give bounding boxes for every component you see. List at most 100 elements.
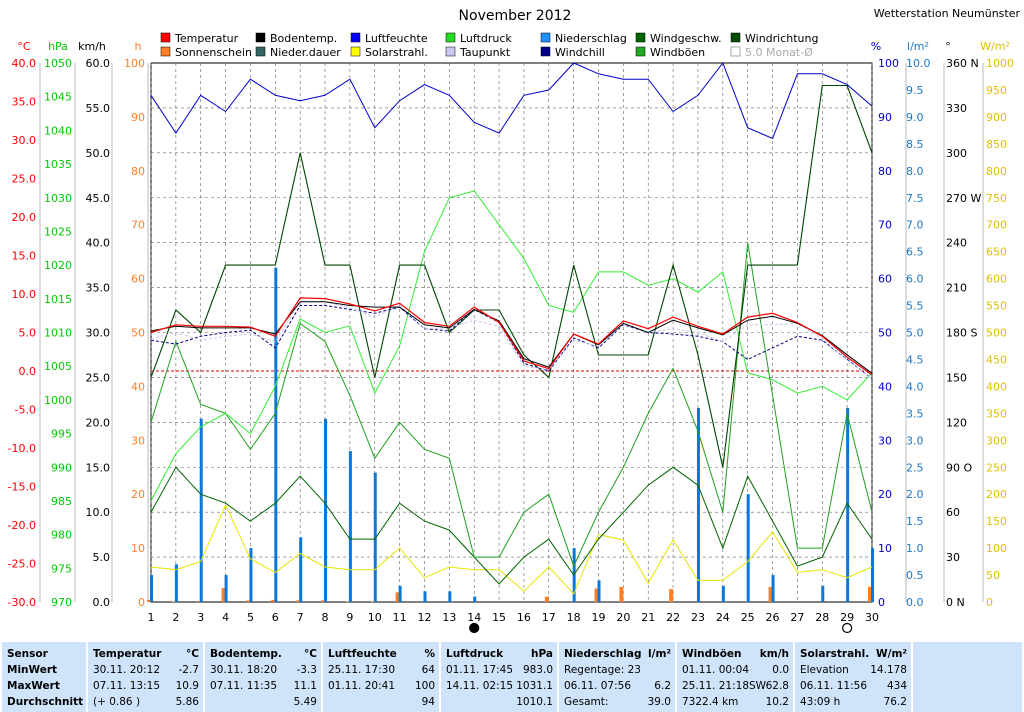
axis-tick-temp: 10.0 [12, 288, 37, 301]
axis-tick-dir: 150 [946, 371, 967, 384]
axis-tick-pressure: 1010 [44, 327, 72, 340]
sunshine-bar [669, 589, 674, 602]
axis-tick-wind: 40.0 [86, 237, 111, 250]
axis-tick-wind: 15.0 [86, 461, 111, 474]
x-tick-label: 26 [766, 611, 780, 624]
axis-tick-solar: 50 [986, 569, 1000, 582]
axis-tick-humidity: 70 [878, 219, 892, 232]
axis-unit-humidity: % [871, 40, 881, 53]
sunshine-bar [171, 601, 176, 602]
axis-tick-dir: 330 [946, 102, 967, 115]
axis-tick-solar: 350 [986, 407, 1007, 420]
stats-press-min-time: 01.11. 17:45 [446, 664, 513, 676]
stats-gust-max-value: 62.8 [765, 680, 789, 692]
precip-bar [348, 451, 352, 602]
axis-tick-precip: 7.0 [906, 219, 924, 232]
wind-direction-line [150, 84, 873, 468]
legend-label: Luftdruck [460, 32, 512, 45]
precip-bar [423, 591, 427, 602]
stats-solar-max-time: 06.11. 11:56 [800, 680, 867, 692]
stats-precip-total-label: Gesamt: [564, 696, 609, 708]
stats-gust-max-time: 25.11. 21:18SW [682, 680, 767, 692]
axis-tick-solar: 250 [986, 461, 1007, 474]
stats-niederschlag: Niederschlag l/m² Regentage: 23 06.11. 07… [559, 642, 675, 712]
stats-press-min-value: 983.0 [522, 664, 553, 676]
stats-press-max-value: 1031.1 [516, 680, 553, 692]
chart-title: November 2012 [459, 8, 572, 24]
x-tick-label: 2 [172, 611, 179, 624]
precip-bar [871, 548, 874, 602]
stats-soil-unit: °C [304, 648, 317, 660]
axis-tick-temp: -15.0 [8, 481, 36, 494]
sunshine-bar [345, 601, 350, 602]
x-tick-label: 10 [368, 611, 382, 624]
axis-tick-precip: 6.5 [906, 246, 924, 259]
axis-tick-dir: 270 W [946, 192, 981, 205]
stats-precip-total-value: 39.0 [647, 696, 671, 708]
stats-soil-min-value: -3.3 [296, 664, 318, 676]
axis-tick-temp: 15.0 [12, 250, 37, 263]
moon-full-icon [842, 622, 853, 634]
axis-tick-humidity: 40 [878, 380, 892, 393]
x-tick-label: 15 [492, 611, 506, 624]
axis-tick-temp: -25.0 [8, 558, 36, 571]
precip-bar [274, 267, 278, 602]
axis-tick-solar: 650 [986, 246, 1007, 259]
legend-swatch [350, 46, 361, 57]
x-tick-label: 5 [247, 611, 254, 624]
stats-hum-min-value: 64 [421, 664, 435, 676]
axis-tick-humidity: 30 [878, 434, 892, 447]
legend-swatch [635, 46, 646, 57]
axis-tick-sun: 50 [131, 327, 145, 340]
grid [150, 63, 873, 602]
axis-unit-dir: ° [945, 40, 951, 53]
stats-temp-title: Temperatur [93, 648, 162, 660]
axis-tick-wind: 30.0 [86, 327, 111, 340]
stats-solar-unit: W/m² [876, 648, 907, 660]
axis-tick-temp: -20.0 [8, 519, 36, 532]
axis-tick-dir: 30 [946, 551, 960, 564]
stats-hum-max-time: 01.11. 20:41 [328, 680, 395, 692]
axis-unit-pressure: hPa [48, 40, 68, 53]
axis-tick-solar: 400 [986, 380, 1007, 393]
axis-tick-sun: 30 [131, 434, 145, 447]
stats-hum-avg-value: 94 [421, 696, 435, 708]
axis-tick-wind: 45.0 [86, 192, 111, 205]
legend-label: Windrichtung [745, 32, 818, 45]
axis-tick-sun: 70 [131, 219, 145, 232]
precip-bar [398, 585, 402, 602]
axis-tick-temp: 25.0 [12, 173, 37, 186]
stats-temp-avg-delta: (+ 0.86 ) [93, 696, 141, 708]
axis-tick-sun: 20 [131, 488, 145, 501]
axis-tick-solar: 550 [986, 300, 1007, 313]
legend-label: Bodentemp. [270, 32, 337, 45]
legend-label: Temperatur [174, 32, 239, 45]
stats-gust-avg-value: 10.2 [765, 696, 789, 708]
axis-tick-precip: 2.5 [906, 461, 924, 474]
stats-soil-max-value: 11.1 [293, 680, 317, 692]
legend-checkbox[interactable] [730, 46, 741, 57]
stats-solar-max-value: 434 [886, 680, 907, 692]
axis-tick-precip: 1.0 [906, 542, 924, 555]
legend-swatch [160, 32, 171, 43]
stats-solar: Solarstrahl. W/m² Elevation 14.178 06.11. … [795, 642, 911, 712]
x-tick-label: 1 [148, 611, 155, 624]
axis-tick-precip: 9.5 [906, 84, 924, 97]
axis-tick-pressure: 1030 [44, 192, 72, 205]
legend-label: 5.0 Monat-Ø [745, 46, 813, 59]
axis-tick-wind: 55.0 [86, 102, 111, 115]
stats-soil-avg-value: 5.49 [293, 696, 317, 708]
stats-hum-title: Luftfeuchte [328, 648, 397, 660]
axis-tick-dir: 240 [946, 237, 967, 250]
x-tick-label: 24 [716, 611, 730, 624]
sunshine-bar [296, 600, 301, 602]
x-tick-label: 25 [741, 611, 755, 624]
axis-tick-temp: -5.0 [15, 404, 36, 417]
axis-tick-humidity: 60 [878, 273, 892, 286]
axis-tick-pressure: 1025 [44, 225, 72, 238]
axis-tick-sun: 60 [131, 273, 145, 286]
axis-tick-wind: 0.0 [93, 596, 111, 609]
pressure-line [150, 190, 873, 502]
axes: 1 2 3 4 5 6 7 8 9 10 11 12 13 14 15 16 17 18 19 20 21 22 23 24 2… [8, 40, 1014, 624]
axis-tick-pressure: 1015 [44, 293, 72, 306]
